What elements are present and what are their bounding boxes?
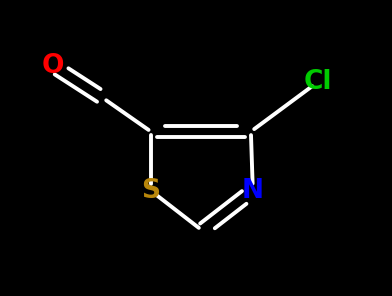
Text: N: N <box>242 178 264 204</box>
Text: Cl: Cl <box>303 69 332 95</box>
Text: S: S <box>142 178 160 204</box>
Text: O: O <box>42 53 64 79</box>
